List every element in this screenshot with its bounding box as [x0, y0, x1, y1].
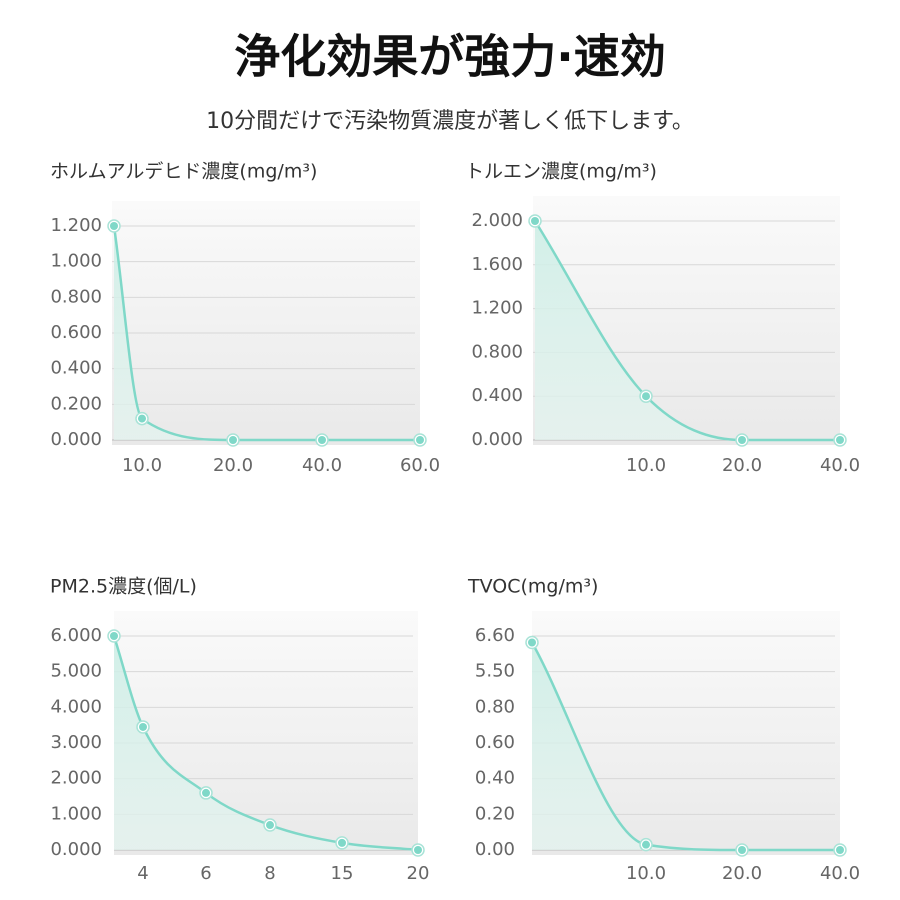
chart-title: ホルムアルデヒド濃度(mg/m³)	[50, 161, 317, 183]
y-tick-label: 5.000	[50, 661, 102, 682]
line	[112, 225, 420, 442]
x-tick-label: 6	[200, 863, 211, 884]
x-tick-label: 20	[407, 863, 430, 884]
y-tick-label: 3.000	[50, 732, 102, 753]
data-point-core	[738, 846, 746, 854]
y-tick-label: 2.000	[471, 210, 523, 231]
line	[533, 220, 840, 442]
x-tick-label: 20.0	[722, 863, 762, 884]
x-tick-label: 4	[137, 863, 148, 884]
data-point-core	[202, 788, 210, 797]
y-tick-label: 0.000	[50, 839, 102, 860]
data-point-core	[229, 436, 237, 444]
y-tick-label: 0.000	[471, 429, 523, 450]
data-point-core	[110, 222, 118, 230]
x-tick-label: 15	[331, 863, 354, 884]
data-point-core	[110, 632, 118, 640]
y-tick-label: 1.200	[471, 298, 523, 319]
data-point-core	[642, 840, 650, 849]
data-point-core	[416, 436, 424, 444]
data-point-core	[836, 846, 844, 854]
x-tick-label: 10.0	[122, 455, 162, 476]
chart-title: PM2.5濃度(個/L)	[50, 576, 197, 598]
y-tick-label: 2.000	[50, 768, 102, 789]
y-tick-label: 6.60	[475, 625, 515, 646]
data-point-core	[138, 414, 146, 423]
x-tick-label: 8	[264, 863, 275, 884]
data-point-core	[531, 217, 539, 225]
x-tick-label: 40.0	[820, 863, 860, 884]
y-tick-label: 0.40	[475, 768, 515, 789]
data-point-core	[139, 722, 147, 731]
data-point-core	[266, 821, 274, 830]
area	[535, 221, 840, 440]
y-tick-label: 1.600	[471, 254, 523, 275]
x-tick-label: 10.0	[626, 863, 666, 884]
area	[114, 636, 418, 850]
x-tick-label: 20.0	[722, 455, 762, 476]
y-tick-label: 0.80	[475, 696, 515, 717]
y-tick-label: 4.000	[50, 696, 102, 717]
y-tick-label: 6.000	[50, 625, 102, 646]
x-tick-label: 40.0	[820, 455, 860, 476]
x-tick-label: 60.0	[400, 455, 440, 476]
chart-title: トルエン濃度(mg/m³)	[465, 161, 657, 183]
area	[532, 642, 840, 850]
x-tick-label: 20.0	[213, 455, 253, 476]
data-point-core	[738, 436, 746, 444]
y-tick-label: 1.000	[50, 803, 102, 824]
data-point-core	[528, 638, 536, 647]
y-tick-label: 0.600	[50, 322, 102, 343]
y-tick-label: 1.200	[50, 215, 102, 236]
data-point-core	[338, 838, 346, 847]
y-tick-label: 0.200	[50, 393, 102, 414]
y-tick-label: 5.50	[475, 661, 515, 682]
y-tick-label: 0.000	[50, 429, 102, 450]
y-tick-label: 0.60	[475, 732, 515, 753]
data-point-core	[318, 436, 326, 444]
x-tick-label: 40.0	[302, 455, 342, 476]
page-title: 浄化効果が強力·速効	[234, 30, 665, 84]
y-tick-label: 0.400	[471, 385, 523, 406]
y-tick-label: 1.000	[50, 251, 102, 272]
y-tick-label: 0.800	[471, 341, 523, 362]
page-subtitle: 10分間だけで汚染物質濃度が著しく低下します。	[206, 109, 694, 134]
data-point-core	[414, 846, 422, 854]
x-tick-label: 10.0	[626, 455, 666, 476]
chart-title: TVOC(mg/m³)	[467, 576, 598, 598]
y-tick-label: 0.20	[475, 803, 515, 824]
data-point-core	[836, 436, 844, 444]
y-tick-label: 0.400	[50, 358, 102, 379]
y-tick-label: 0.00	[475, 839, 515, 860]
plot-panel	[112, 201, 420, 445]
line	[530, 641, 840, 852]
y-tick-label: 0.800	[50, 286, 102, 307]
data-point-core	[642, 392, 650, 401]
